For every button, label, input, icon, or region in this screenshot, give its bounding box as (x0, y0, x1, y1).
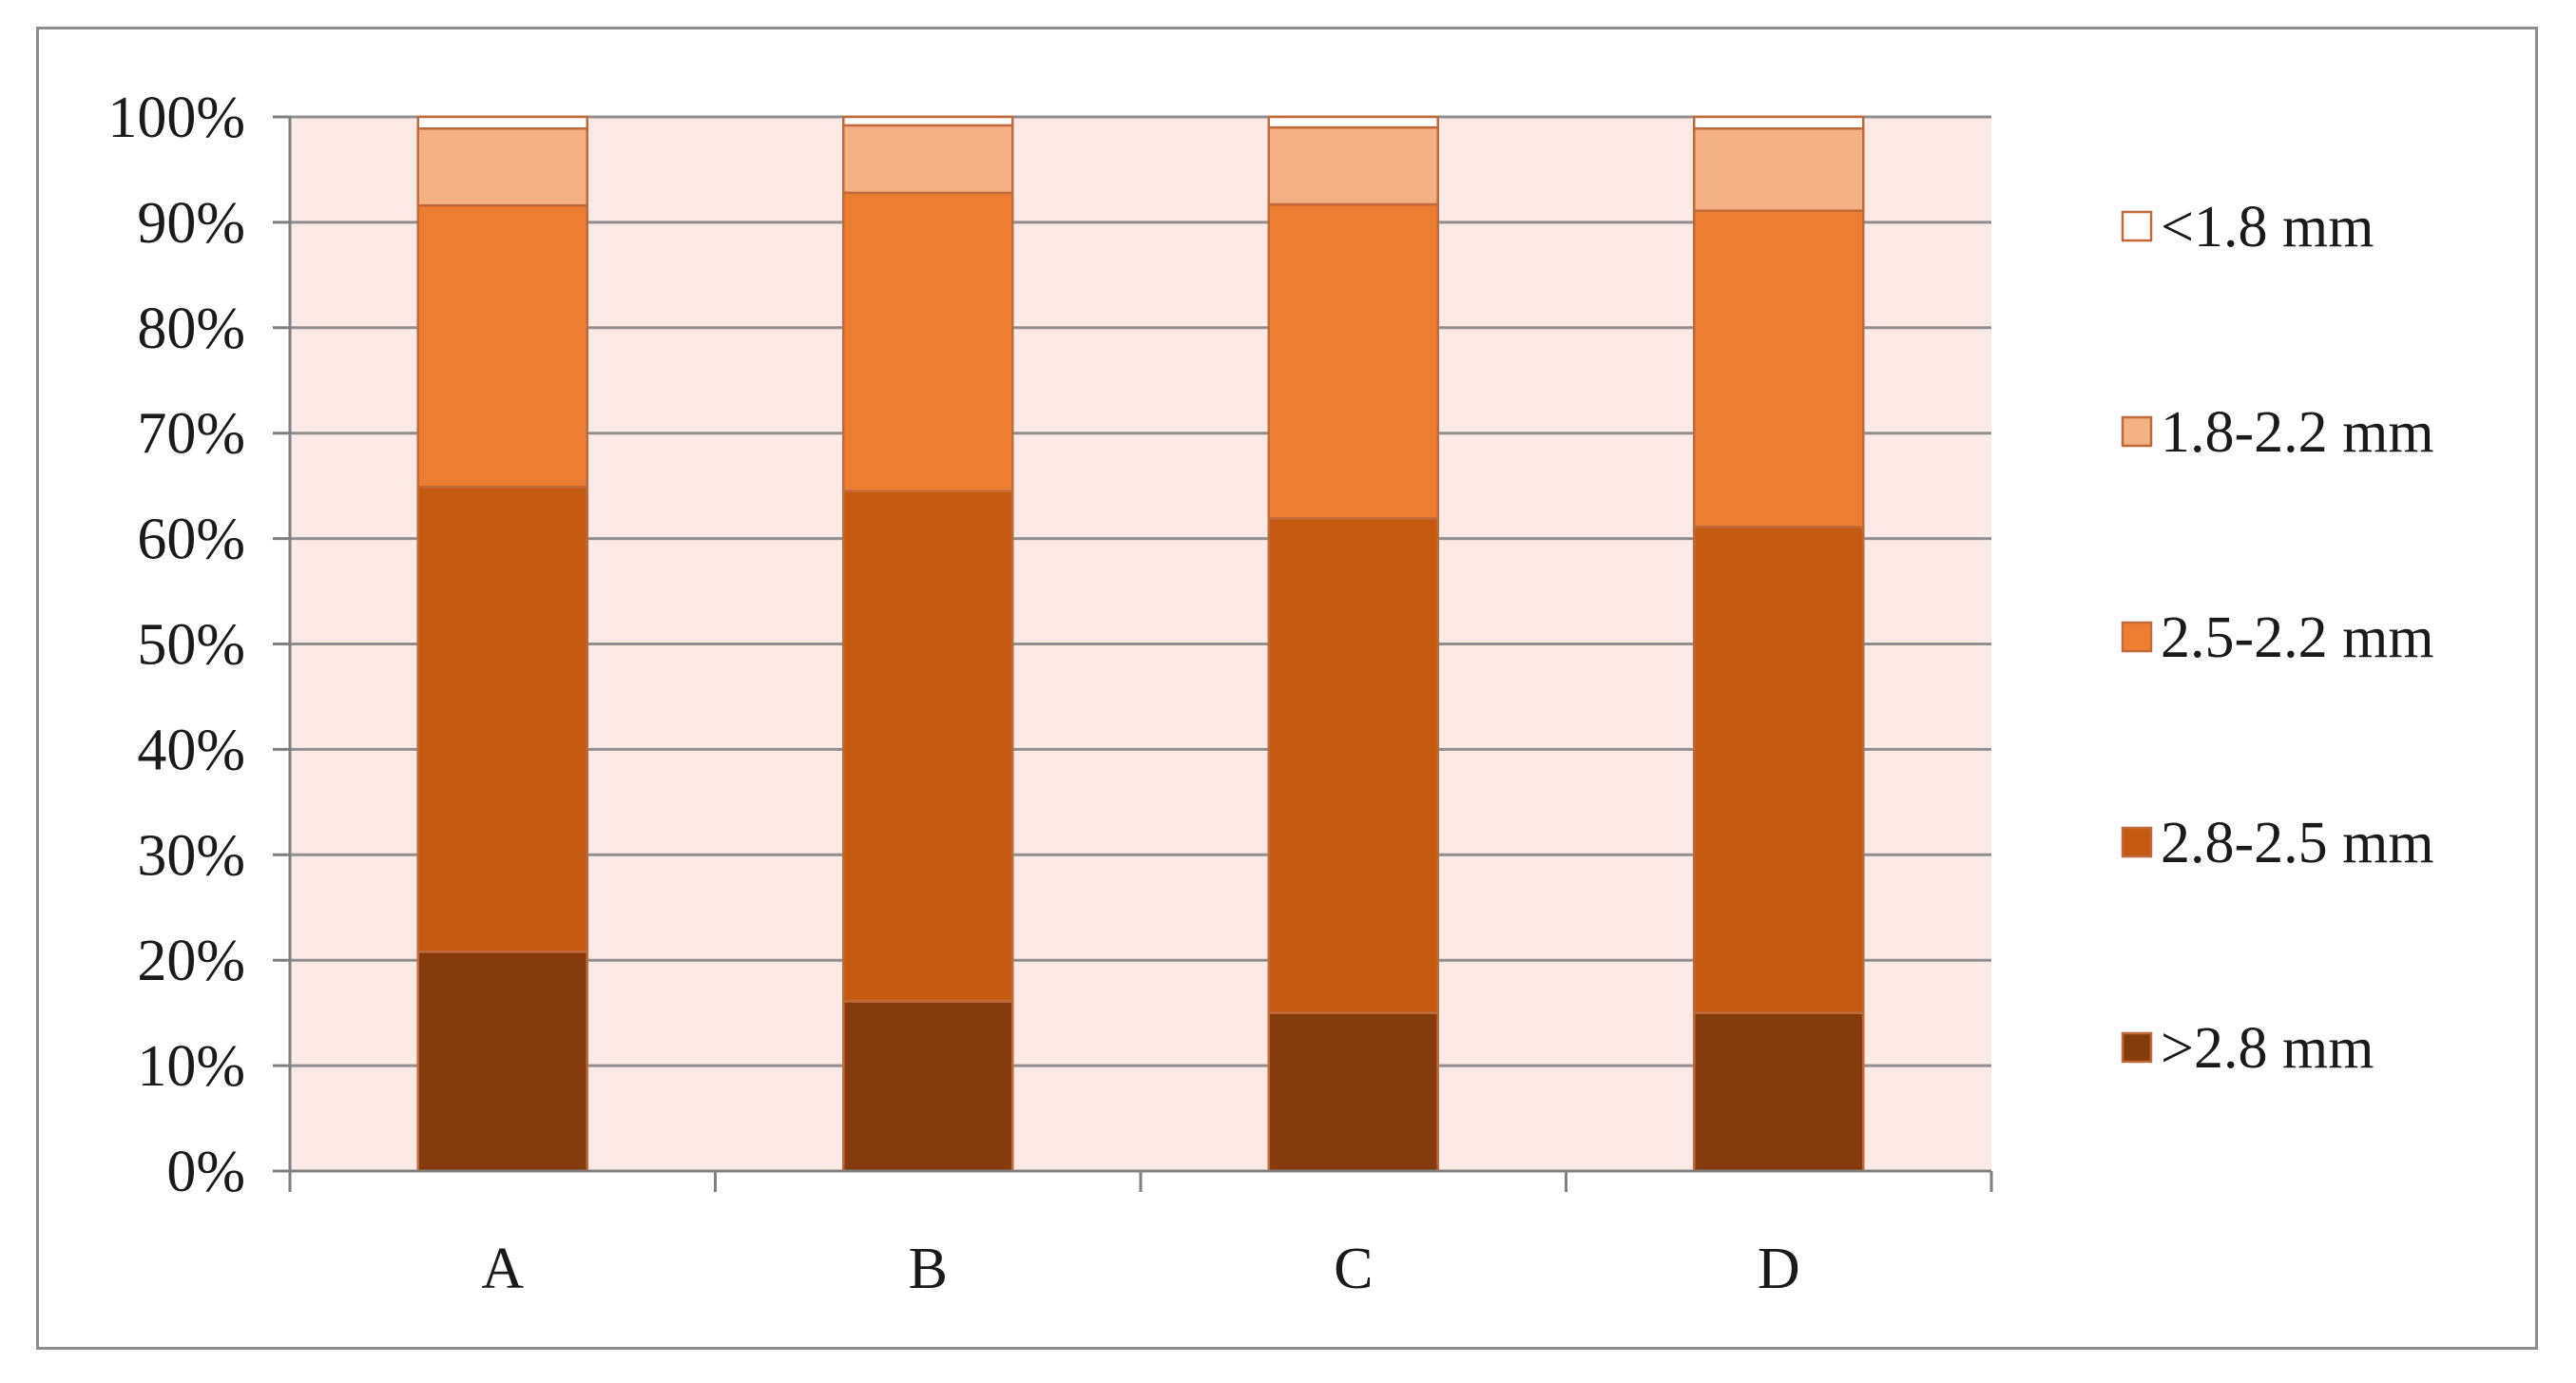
bar-stack-b (842, 115, 1014, 1173)
legend-swatch (2121, 210, 2153, 242)
y-tick-label: 0% (166, 1140, 245, 1204)
y-tick-label: 80% (137, 297, 245, 361)
y-tick-label: 90% (137, 191, 245, 256)
y-tick-label: 40% (137, 718, 245, 782)
y-tick-label: 100% (107, 86, 245, 150)
bar-stack-d (1693, 115, 1865, 1173)
legend-swatch (2121, 1031, 2153, 1064)
bar-stack-a (416, 115, 588, 1173)
bar-segment (416, 203, 588, 489)
bar-segment (1267, 125, 1439, 206)
y-tick-label: 20% (137, 929, 245, 993)
x-tick-label: B (909, 1237, 948, 1301)
legend-item: 2.5-2.2 mm (2121, 605, 2434, 670)
bar-segment (1267, 115, 1439, 129)
bar-segment (842, 191, 1014, 492)
legend-swatch (2121, 826, 2153, 858)
bar-segment (1693, 1011, 1865, 1173)
legend-item: 1.8-2.2 mm (2121, 400, 2434, 465)
y-tick-label: 50% (137, 613, 245, 678)
legend-label: 1.8-2.2 mm (2161, 400, 2434, 465)
legend-swatch (2121, 415, 2153, 448)
legend: <1.8 mm 1.8-2.2 mm 2.5-2.2 mm 2.8-2.5 mm >2.… (2121, 195, 2434, 1081)
legend-item: >2.8 mm (2121, 1016, 2374, 1081)
x-tick-label: C (1334, 1237, 1373, 1301)
bars (416, 115, 1865, 1173)
bar-segment (842, 124, 1014, 195)
y-tick-label: 10% (137, 1034, 245, 1099)
x-tick-label: A (481, 1237, 524, 1301)
legend-label: <1.8 mm (2161, 195, 2374, 259)
bar-segment (416, 126, 588, 207)
bar-segment (1267, 517, 1439, 1014)
bar-segment (416, 115, 588, 130)
bar-segment (1267, 1011, 1439, 1173)
x-tick-label: D (1758, 1237, 1800, 1301)
bar-segment (1693, 209, 1865, 528)
bar-segment (416, 951, 588, 1173)
bar-segment (1267, 202, 1439, 520)
bar-stack-c (1267, 115, 1439, 1173)
y-axis-tick-labels: 0% 10% 20% 30% 40% 50% 60% 70% 80% 90% 100% (107, 86, 245, 1204)
axes (273, 115, 1993, 1192)
y-tick-label: 30% (137, 823, 245, 888)
bar-segment (842, 1000, 1014, 1173)
legend-swatch (2121, 621, 2153, 653)
legend-label: 2.8-2.5 mm (2161, 811, 2434, 875)
legend-item: 2.8-2.5 mm (2121, 811, 2434, 875)
x-axis-tick-labels: A B C D (481, 1237, 1799, 1301)
bar-segment (1693, 526, 1865, 1014)
bar-segment (1693, 115, 1865, 130)
bar-segment (842, 115, 1014, 127)
legend-item: <1.8 mm (2121, 195, 2374, 259)
legend-label: 2.5-2.2 mm (2161, 605, 2434, 670)
bar-segment (842, 490, 1014, 1003)
y-tick-label: 60% (137, 508, 245, 572)
y-tick-label: 70% (137, 402, 245, 467)
bar-segment (416, 486, 588, 953)
legend-label: >2.8 mm (2161, 1016, 2374, 1081)
bar-segment (1693, 126, 1865, 212)
